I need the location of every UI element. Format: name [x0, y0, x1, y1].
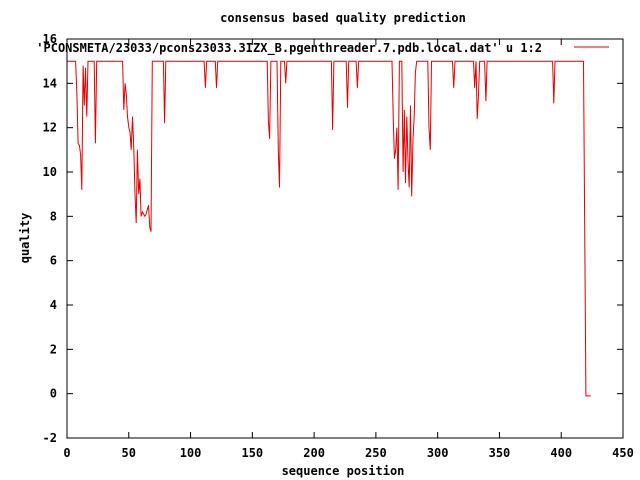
x-tick-label: 0 [63, 446, 70, 460]
y-tick-label: 14 [43, 76, 57, 90]
x-tick-label: 250 [365, 446, 387, 460]
y-tick-label: 6 [50, 254, 57, 268]
y-tick-label: 12 [43, 121, 57, 135]
x-tick-label: 400 [550, 446, 572, 460]
chart-title: consensus based quality prediction [220, 11, 466, 25]
x-tick-label: 150 [241, 446, 263, 460]
y-tick-label: 4 [50, 298, 57, 312]
x-tick-label: 200 [303, 446, 325, 460]
x-tick-label: 100 [180, 446, 202, 460]
y-tick-label: 10 [43, 165, 57, 179]
x-tick-label: 450 [612, 446, 634, 460]
legend: 'PCONSMETA/23033/pcons23033.3IZX_B.pgent… [36, 41, 609, 56]
x-tick-label: 300 [427, 446, 449, 460]
plot-frame [66, 38, 624, 439]
y-tick-label: 16 [43, 32, 57, 46]
y-tick-label: 2 [50, 342, 57, 356]
y-axis-label: quality [18, 213, 32, 264]
axes: 0 50 100 150 200 250 300 350 400 450 -2 0 2 4 6 8 10 12 14… [43, 32, 634, 460]
y-tick-label: 8 [50, 209, 57, 223]
x-tick-label: 350 [489, 446, 511, 460]
series-line [67, 60, 591, 397]
legend-label: 'PCONSMETA/23033/pcons23033.3IZX_B.pgent… [36, 41, 542, 56]
y-tick-label: 0 [50, 387, 57, 401]
x-tick-label: 50 [122, 446, 136, 460]
x-axis-label: sequence position [282, 464, 405, 478]
y-tick-label: -2 [43, 431, 57, 445]
